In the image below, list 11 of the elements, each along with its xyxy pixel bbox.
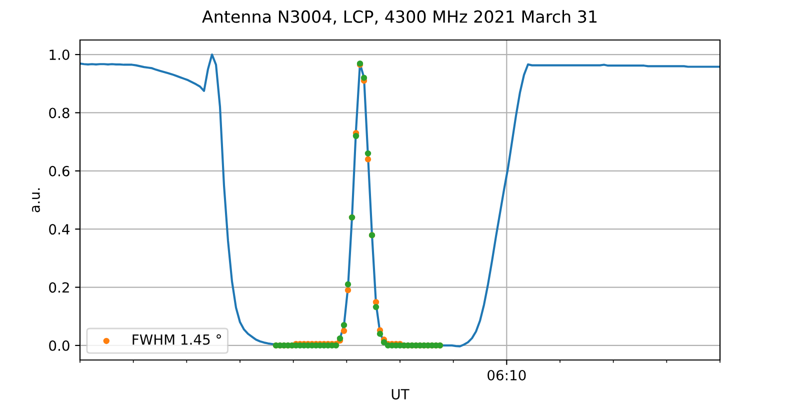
chart-title: Antenna N3004, LCP, 4300 MHz 2021 March 31 — [202, 10, 597, 25]
x-axis-title: UT — [392, 389, 410, 400]
y-tick-label: 0.2 — [49, 282, 69, 293]
y-tick-label: 1.0 — [50, 50, 70, 60]
y-tick-label: 0.4 — [49, 224, 70, 235]
legend-label: FWHM 1.45 ° — [132, 334, 221, 345]
text: 06:10 — [488, 370, 526, 380]
y-tick-label: 0.6 — [49, 166, 70, 176]
y-tick-label: 0.8 — [49, 108, 70, 118]
y-tick-label: 0.0 — [49, 340, 70, 351]
y-axis-title: a.u. — [32, 188, 40, 212]
